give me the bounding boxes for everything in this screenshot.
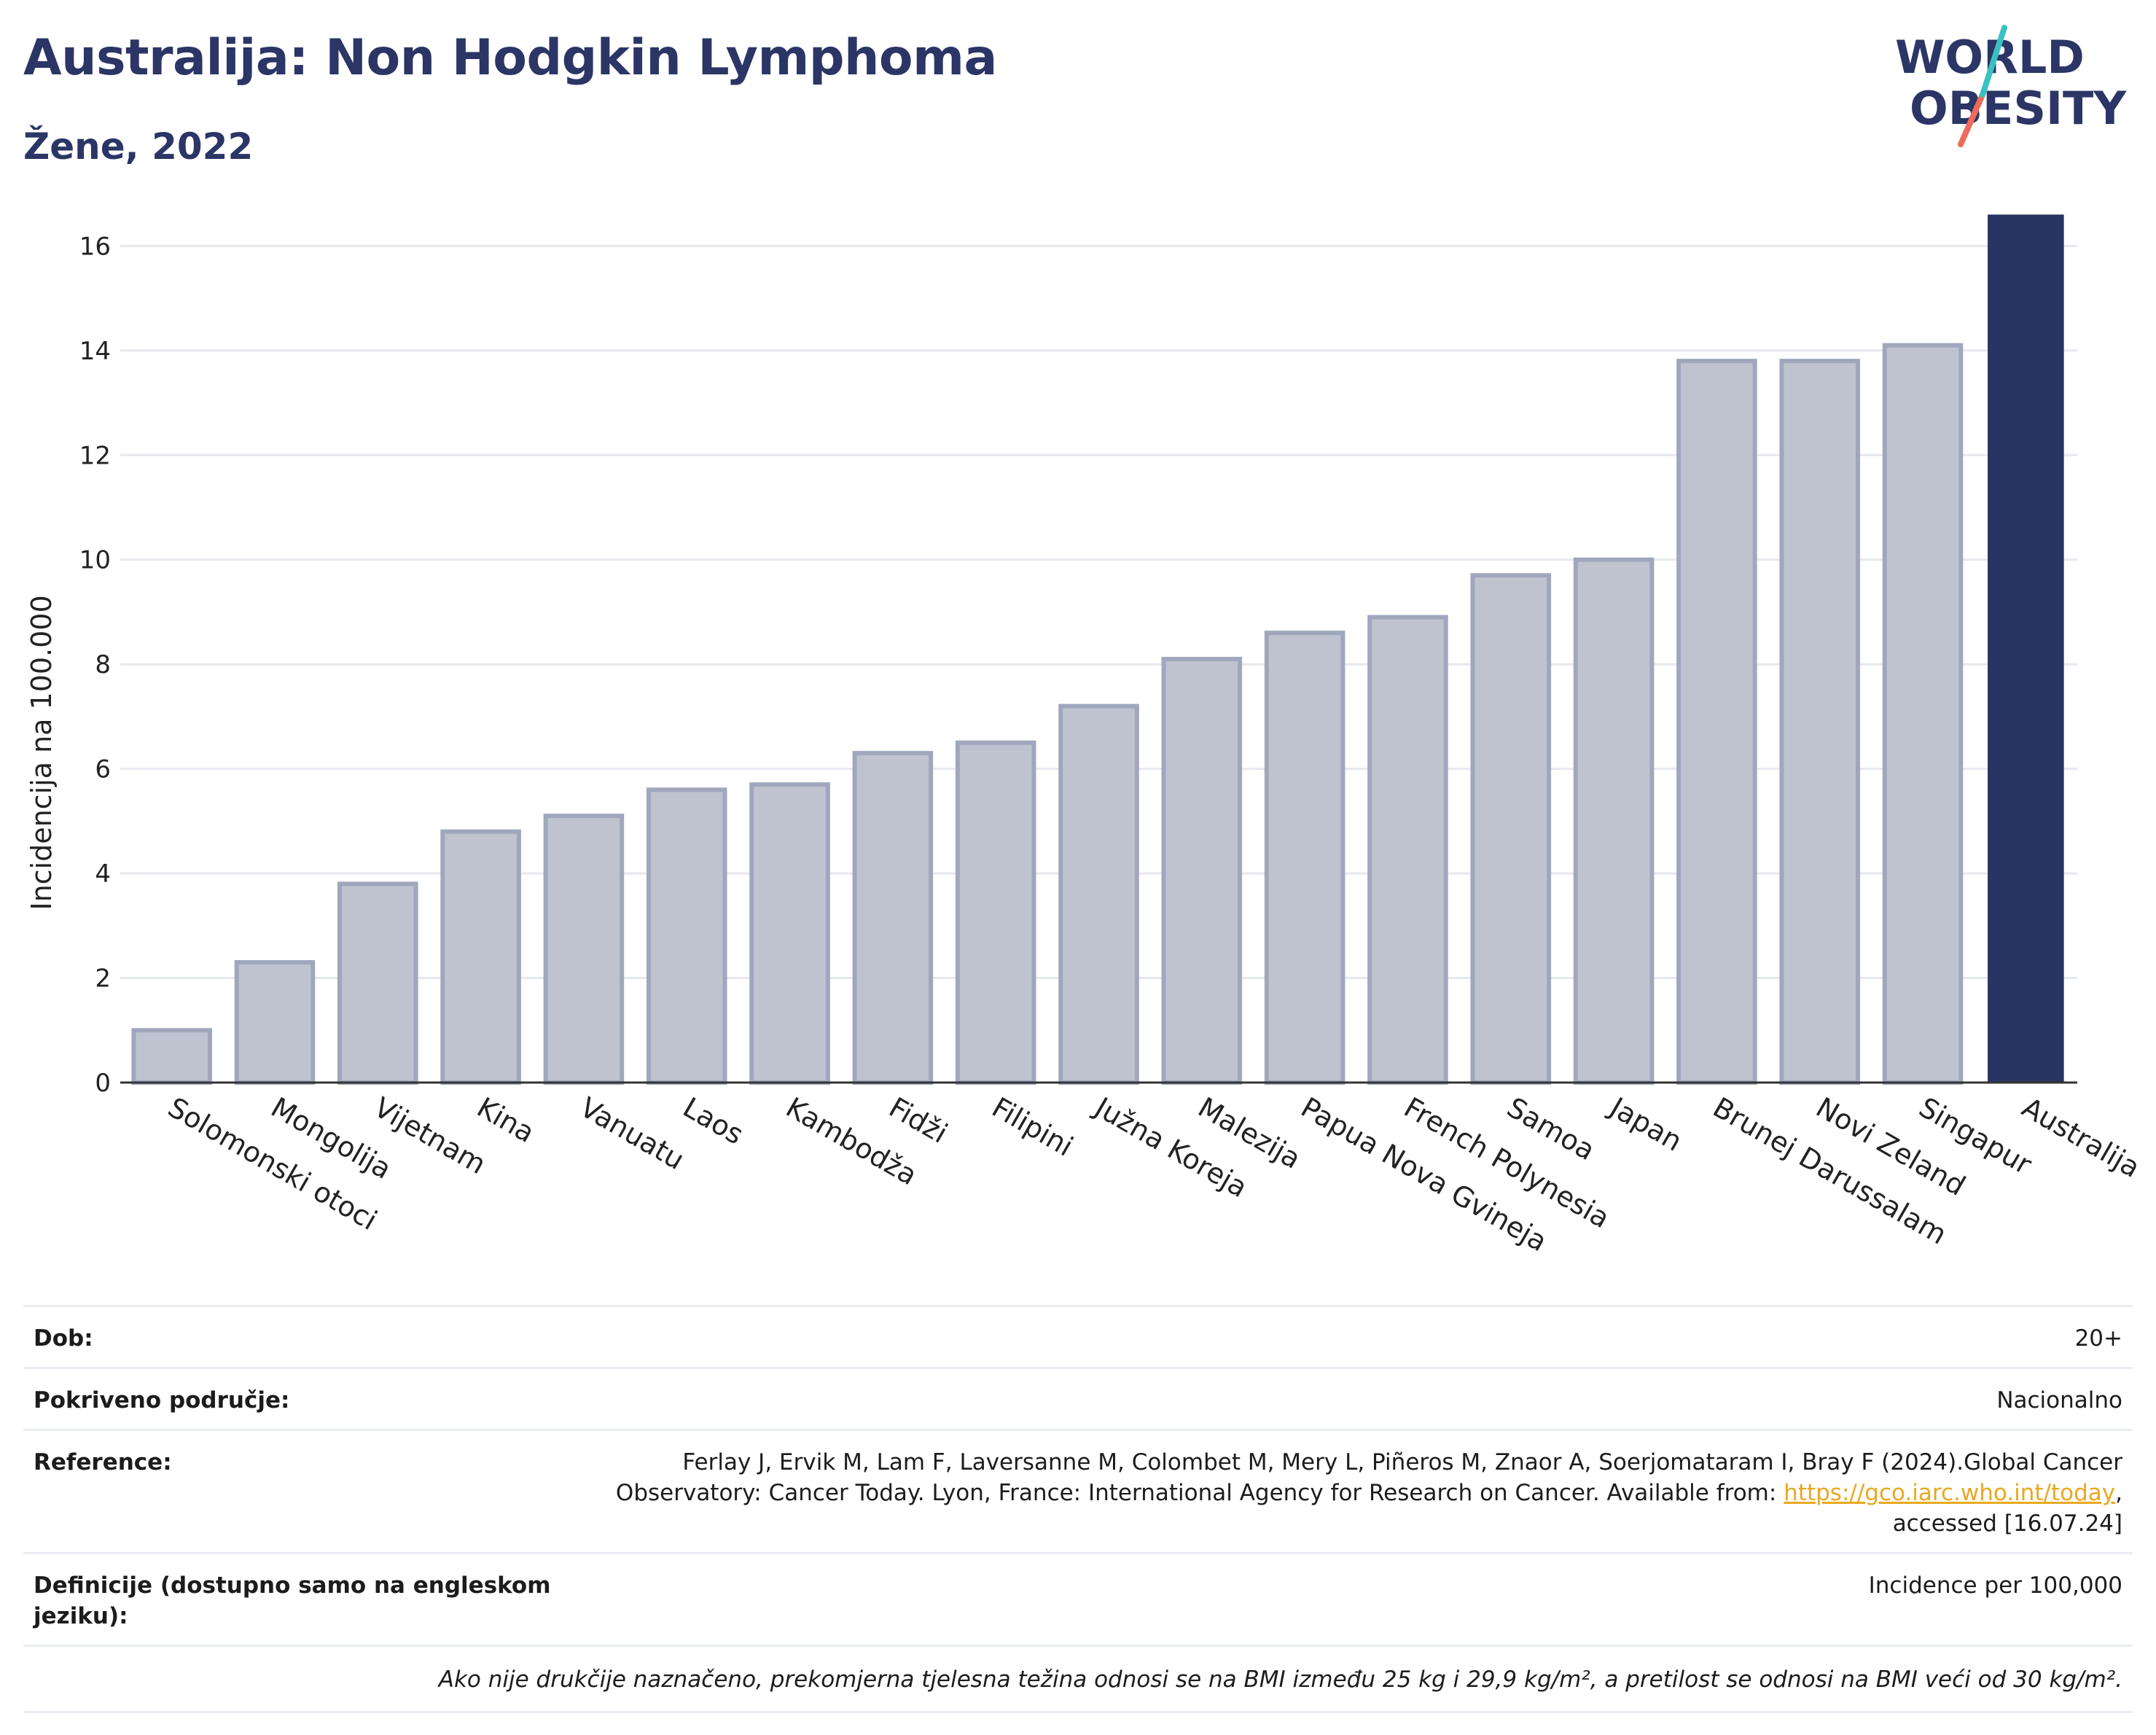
meta-value: Nacionalno	[1996, 1387, 2122, 1414]
logo-line2: OBESITY	[1910, 82, 2127, 135]
y-tick-label: 16	[79, 232, 111, 261]
bar-filipini	[955, 740, 1036, 1085]
y-tick-label: 6	[95, 755, 111, 784]
reference-accessed: , accessed [16.07.24]	[1892, 1480, 2122, 1537]
bars	[131, 214, 2064, 1085]
bar-laos	[646, 787, 727, 1085]
y-axis-label: Incidencija na 100.000	[26, 595, 58, 910]
x-tick-label: Fidži	[883, 1091, 953, 1150]
bar-fidži	[852, 751, 934, 1085]
bar-mongolija	[234, 960, 316, 1085]
bar-chart: 0 2 4 6 8 10 12 14 16 Solomonski otociMongolijaV…	[26, 214, 2146, 1258]
bar-singapur	[1882, 343, 1964, 1085]
reference-link[interactable]: https://gco.iarc.who.int/today	[1784, 1480, 2116, 1506]
meta-row-reference: Reference: Ferlay J, Ervik M, Lam F, Lav…	[23, 1429, 2133, 1552]
meta-row-age: Dob: 20+	[23, 1305, 2133, 1367]
meta-key: Definicije (dostupno samo na engleskom j…	[34, 1572, 551, 1629]
meta-value: Ferlay J, Ervik M, Lam F, Laversanne M, …	[592, 1447, 2122, 1539]
bar-samoa	[1470, 573, 1552, 1085]
meta-value: Incidence per 100,000	[1868, 1572, 2122, 1599]
y-tick-label: 10	[79, 546, 111, 575]
chart-title: Australija: Non Hodgkin Lymphoma	[23, 29, 997, 87]
bar-kina	[440, 829, 521, 1085]
bar-malezija	[1161, 657, 1243, 1085]
y-tick-label: 8	[95, 650, 111, 679]
y-tick-label: 14	[79, 337, 111, 366]
chart-subtitle: Žene, 2022	[23, 125, 254, 168]
bar-južna-koreja	[1058, 703, 1139, 1085]
x-tick-label: Kina	[472, 1091, 540, 1150]
logo-slash-teal	[1980, 25, 2007, 98]
logo-slash-red	[1958, 92, 1985, 147]
bar-australija	[1988, 214, 2064, 1083]
bar-papua-nova-gvineja	[1264, 631, 1345, 1085]
meta-value: 20+	[2074, 1325, 2122, 1352]
y-tick-label: 4	[95, 859, 111, 889]
meta-row-definitions: Definicije (dostupno samo na engleskom j…	[23, 1552, 2133, 1645]
y-tick-label: 2	[95, 964, 111, 994]
x-tick-label: Laos	[678, 1091, 749, 1151]
y-tick-label: 12	[79, 441, 111, 470]
bar-vijetnam	[337, 881, 418, 1085]
meta-key: Pokriveno područje:	[34, 1387, 290, 1414]
bar-kambodža	[749, 782, 830, 1085]
x-tick-label: Filipini	[987, 1091, 1079, 1163]
x-tick-label: Australija	[2017, 1091, 2146, 1184]
metadata-table: Dob: 20+ Pokriveno područje: Nacionalno …	[23, 1305, 2133, 1713]
y-tick-label: 0	[95, 1069, 111, 1098]
bar-solomonski-otoci	[131, 1028, 212, 1085]
meta-row-coverage: Pokriveno područje: Nacionalno	[23, 1367, 2133, 1429]
x-tick-label: Japan	[1604, 1091, 1688, 1158]
x-tick-label: Vanuatu	[574, 1091, 690, 1176]
y-tick-labels: 0 2 4 6 8 10 12 14 16	[79, 232, 111, 1098]
reference-text: Ferlay J, Ervik M, Lam F, Laversanne M, …	[615, 1449, 2122, 1506]
meta-key: Dob:	[34, 1325, 93, 1352]
bar-french-polynesia	[1367, 615, 1448, 1085]
world-obesity-logo: WORLD OBESITY	[1895, 25, 2127, 147]
bar-novi-zeland	[1779, 359, 1860, 1085]
bar-vanuatu	[543, 814, 625, 1085]
bmi-note: Ako nije drukčije naznačeno, prekomjerna…	[23, 1645, 2133, 1713]
bar-brunej-darussalam	[1676, 359, 1757, 1085]
meta-key: Reference:	[34, 1449, 172, 1475]
bar-japan	[1573, 557, 1655, 1085]
